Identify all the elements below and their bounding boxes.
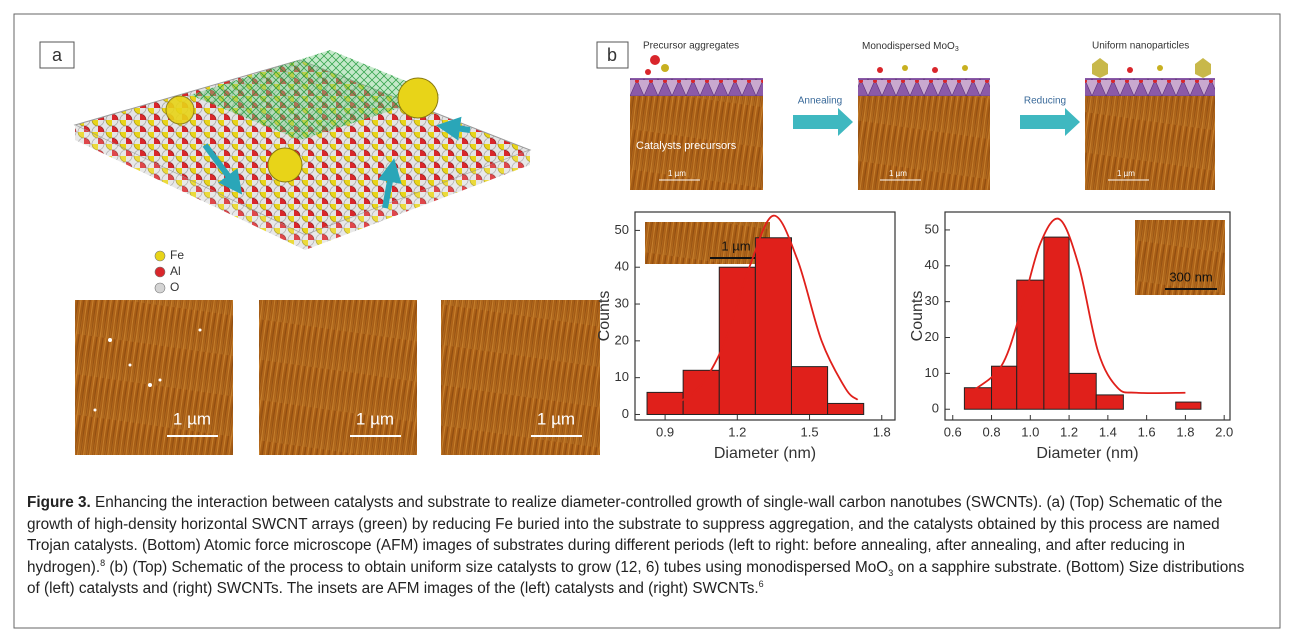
x-tick-label: 1.0 <box>1021 424 1039 439</box>
legend-swatch <box>155 251 165 261</box>
arrow-label: Annealing <box>798 96 842 107</box>
schematic-slab <box>75 50 530 250</box>
y-axis-label: Counts <box>596 291 613 342</box>
process-arrow <box>1020 108 1080 136</box>
caption-reference: 6 <box>759 579 764 589</box>
legend-label: Fe <box>170 248 184 262</box>
figure-caption: Figure 3. Enhancing the interaction betw… <box>27 492 1259 600</box>
y-tick-label: 40 <box>615 259 629 274</box>
scale-label: 1 µm <box>537 409 575 428</box>
bar <box>755 238 791 415</box>
legend-swatch <box>155 267 165 277</box>
arrow-label: Reducing <box>1024 96 1066 107</box>
caption-text: (b) (Top) Schematic of the process to ob… <box>109 559 888 576</box>
bar <box>1069 373 1096 409</box>
molecules <box>645 55 1211 78</box>
x-tick-label: 1.5 <box>800 424 818 439</box>
x-tick-label: 0.9 <box>656 424 674 439</box>
inset-scale-label: 300 nm <box>1169 269 1212 284</box>
caption-subscript: 3 <box>888 568 893 578</box>
x-tick-label: 1.4 <box>1099 424 1117 439</box>
scale-label: 1 µm <box>1117 169 1135 178</box>
y-tick-label: 20 <box>925 329 939 344</box>
afm-image <box>858 96 990 190</box>
y-tick-label: 20 <box>615 332 629 347</box>
legend: Fe Al O <box>155 248 184 294</box>
substrate-layer <box>630 78 763 96</box>
bar <box>683 370 719 414</box>
y-tick-label: 40 <box>925 257 939 272</box>
scale-label: 1 µm <box>356 409 394 428</box>
y-tick-label: 30 <box>925 293 939 308</box>
x-axis-label: Diameter (nm) <box>714 445 816 462</box>
afm-image <box>75 300 233 455</box>
bar <box>791 367 827 415</box>
x-tick-label: 1.8 <box>873 424 891 439</box>
y-tick-label: 10 <box>925 365 939 380</box>
afm-image <box>1085 96 1215 190</box>
y-tick-label: 0 <box>622 406 629 421</box>
y-tick-label: 30 <box>615 295 629 310</box>
bar <box>1096 395 1123 409</box>
stage-title-subscript: 3 <box>955 46 959 53</box>
x-tick-label: 1.6 <box>1138 424 1156 439</box>
x-tick-label: 2.0 <box>1215 424 1233 439</box>
figure-page: { "panel_a": { "label": "a", "legend": [… <box>0 0 1294 641</box>
substrate-layer <box>1085 78 1215 96</box>
legend-label: Al <box>170 264 181 278</box>
substrate-layer <box>858 78 990 96</box>
panel-label: a <box>52 45 63 65</box>
stage-title: Precursor aggregates <box>643 41 739 52</box>
histograms: 1 µm 0 10 20 30 40 50 0.9 1.2 1.5 1.8 Diameter (nm)… <box>596 212 1233 462</box>
scale-label: 1 µm <box>173 409 211 428</box>
x-tick-label: 1.8 <box>1176 424 1194 439</box>
x-axis-label: Diameter (nm) <box>1036 445 1138 462</box>
x-tick-label: 1.2 <box>1060 424 1078 439</box>
caption-label: Figure 3. <box>27 494 91 511</box>
inset-scale-label: 1 µm <box>721 238 750 253</box>
scale-label: 1 µm <box>889 169 907 178</box>
stage-title: Uniform nanoparticles <box>1092 41 1189 52</box>
scale-label: 1 µm <box>668 169 686 178</box>
bar <box>1017 280 1044 409</box>
stage-title-text: Monodispersed MoO <box>862 41 955 52</box>
x-tick-label: 1.2 <box>728 424 746 439</box>
stage-title: Monodispersed MoO3 <box>862 41 959 53</box>
y-tick-label: 50 <box>925 221 939 236</box>
panel-label: b <box>607 45 617 65</box>
annotation: Catalysts precursors <box>636 140 737 152</box>
x-tick-label: 0.8 <box>982 424 1000 439</box>
x-tick-label: 0.6 <box>944 424 962 439</box>
bar <box>964 388 991 410</box>
legend-swatch <box>155 283 165 293</box>
page: Figure 3 html, body { margin: 0; padding… <box>0 0 1294 641</box>
bar <box>828 403 864 414</box>
y-tick-label: 0 <box>932 401 939 416</box>
y-tick-label: 50 <box>615 222 629 237</box>
y-tick-label: 10 <box>615 369 629 384</box>
caption-reference: 8 <box>100 557 105 567</box>
y-axis-label: Counts <box>909 291 926 342</box>
afm-image <box>259 300 417 455</box>
bar <box>1176 402 1201 409</box>
legend-label: O <box>170 280 179 294</box>
afm-image <box>441 300 600 455</box>
process-arrow <box>793 108 853 136</box>
bar <box>1044 237 1069 409</box>
